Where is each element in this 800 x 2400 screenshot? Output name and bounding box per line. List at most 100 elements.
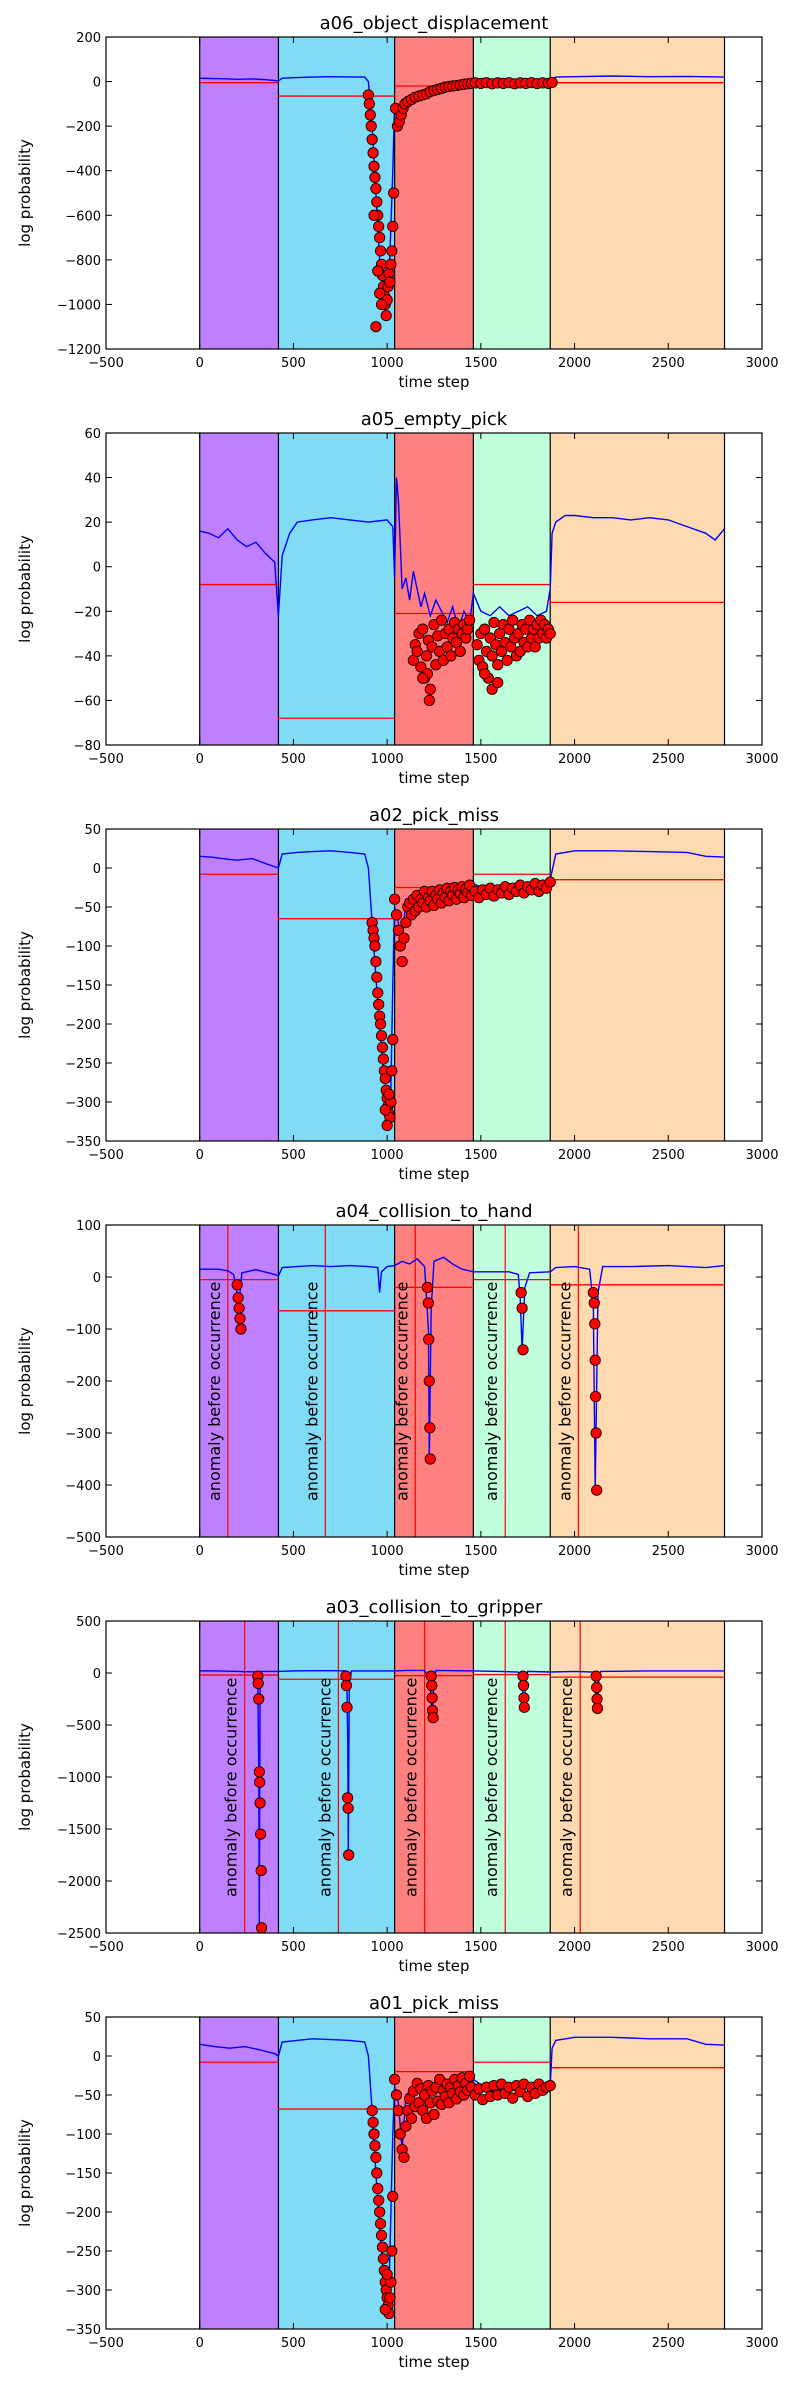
anomaly-point bbox=[501, 654, 513, 666]
subplot-3: −500 0 500 1000 1500 2000 2500 3000−350−300−250… bbox=[16, 805, 779, 1183]
anomaly-point bbox=[492, 659, 504, 671]
x-tick-label: −500 bbox=[88, 2336, 124, 2351]
anomaly-point bbox=[374, 2206, 386, 2218]
anomaly-point bbox=[398, 932, 410, 944]
phase-band bbox=[473, 433, 551, 745]
anomaly-point bbox=[233, 1302, 245, 1314]
y-tick-label: −200 bbox=[65, 120, 101, 135]
anomaly-point bbox=[415, 661, 427, 673]
anomaly-point bbox=[366, 2105, 378, 2117]
phase-band bbox=[550, 2017, 725, 2329]
anomaly-point bbox=[254, 1797, 266, 1809]
anomaly-point bbox=[396, 955, 408, 968]
anomaly-point bbox=[385, 258, 397, 270]
y-tick-label: 200 bbox=[76, 31, 101, 46]
chart-title: a02_pick_miss bbox=[369, 805, 499, 826]
anomaly-point bbox=[234, 1313, 246, 1325]
y-tick-label: 0 bbox=[93, 561, 101, 576]
anomaly-point bbox=[379, 1073, 391, 1085]
anomaly-point bbox=[343, 1849, 355, 1861]
phase-band bbox=[199, 2017, 279, 2329]
y-tick-label: 40 bbox=[84, 472, 101, 487]
y-axis-label: log probability bbox=[16, 1327, 34, 1435]
y-tick-label: −500 bbox=[65, 1719, 101, 1734]
anomaly-point bbox=[488, 616, 500, 629]
anomaly-point bbox=[427, 1712, 439, 1724]
anomaly-point bbox=[454, 645, 466, 658]
y-tick-label: −400 bbox=[65, 1479, 101, 1494]
y-tick-label: −350 bbox=[65, 2323, 101, 2338]
anomaly-point bbox=[471, 639, 483, 651]
anomaly-point bbox=[507, 614, 519, 626]
anomaly-point bbox=[340, 1670, 352, 1682]
subplot-4: anomaly before occurrence anomaly before … bbox=[16, 1201, 779, 1579]
anomaly-point bbox=[518, 1692, 530, 1704]
x-tick-label: 2500 bbox=[652, 1940, 685, 1955]
anomaly-point bbox=[386, 2245, 398, 2257]
x-tick-label: 0 bbox=[196, 1940, 204, 1955]
anomaly-point bbox=[377, 2253, 389, 2265]
anomaly-point bbox=[370, 955, 382, 968]
anomaly-point bbox=[517, 1344, 529, 1356]
anomaly-point bbox=[375, 1030, 388, 1042]
anomaly-point bbox=[342, 1802, 354, 1814]
y-tick-label: −300 bbox=[65, 1427, 101, 1442]
chart-title: a03_collision_to_gripper bbox=[326, 1597, 543, 1618]
x-tick-label: 0 bbox=[196, 1544, 204, 1559]
x-tick-label: 2000 bbox=[558, 1544, 591, 1559]
anomaly-point bbox=[591, 1693, 603, 1705]
anomaly-point bbox=[422, 1297, 434, 1309]
anomaly-point bbox=[428, 2108, 440, 2121]
phase-band bbox=[550, 433, 725, 745]
anomaly-point bbox=[379, 2303, 391, 2316]
x-tick-label: 2500 bbox=[652, 1544, 685, 1559]
x-tick-label: 1500 bbox=[464, 752, 497, 767]
annotation-label: anomaly before occurrence bbox=[222, 1678, 241, 1897]
y-tick-label: −150 bbox=[65, 2167, 101, 2182]
anomaly-point bbox=[588, 1297, 600, 1309]
anomaly-point bbox=[424, 683, 436, 695]
anomaly-point bbox=[486, 650, 498, 662]
anomaly-point bbox=[387, 1034, 399, 1046]
anomaly-point bbox=[507, 2092, 519, 2104]
phase-band bbox=[278, 433, 395, 745]
anomaly-point bbox=[591, 1681, 603, 1694]
anomaly-point bbox=[400, 916, 412, 929]
anomaly-point bbox=[363, 98, 375, 110]
y-tick-label: 500 bbox=[76, 1615, 101, 1630]
x-axis-label: time step bbox=[398, 769, 469, 787]
x-axis-label: time step bbox=[398, 373, 469, 391]
anomaly-point bbox=[546, 76, 558, 89]
anomaly-point bbox=[375, 298, 388, 311]
x-tick-label: 1000 bbox=[371, 1940, 404, 1955]
anomaly-point bbox=[253, 1693, 265, 1705]
subplot-5: anomaly before occurrence anomaly before … bbox=[16, 1597, 779, 1975]
anomaly-point bbox=[590, 1670, 602, 1682]
anomaly-point bbox=[373, 998, 385, 1011]
x-tick-label: 3000 bbox=[745, 2336, 778, 2351]
anomaly-point bbox=[405, 2112, 418, 2124]
anomaly-point bbox=[381, 1119, 393, 1132]
phase-band bbox=[278, 829, 395, 1141]
anomaly-point bbox=[374, 1018, 387, 1030]
y-tick-label: −50 bbox=[74, 901, 101, 916]
chart-title: a01_pick_miss bbox=[369, 1993, 499, 2014]
anomaly-point bbox=[368, 2128, 380, 2140]
y-axis-label: log probability bbox=[16, 535, 34, 643]
anomaly-point bbox=[388, 187, 400, 199]
y-tick-label: −200 bbox=[65, 1018, 101, 1033]
x-tick-label: 500 bbox=[281, 356, 306, 371]
annotation-label: anomaly before occurrence bbox=[392, 1282, 411, 1501]
annotation-label: anomaly before occurrence bbox=[205, 1282, 224, 1501]
anomaly-point bbox=[390, 2089, 403, 2101]
anomaly-point bbox=[492, 676, 504, 689]
x-tick-label: 500 bbox=[281, 1148, 306, 1163]
anomaly-point bbox=[392, 924, 404, 937]
anomaly-point bbox=[589, 1391, 602, 1403]
annotation-label: anomaly before occurrence bbox=[482, 1678, 501, 1897]
x-tick-label: 1000 bbox=[371, 356, 404, 371]
anomaly-point bbox=[386, 1065, 398, 1077]
anomaly-point bbox=[435, 614, 448, 626]
anomaly-point bbox=[373, 220, 385, 233]
anomaly-point bbox=[389, 893, 401, 905]
